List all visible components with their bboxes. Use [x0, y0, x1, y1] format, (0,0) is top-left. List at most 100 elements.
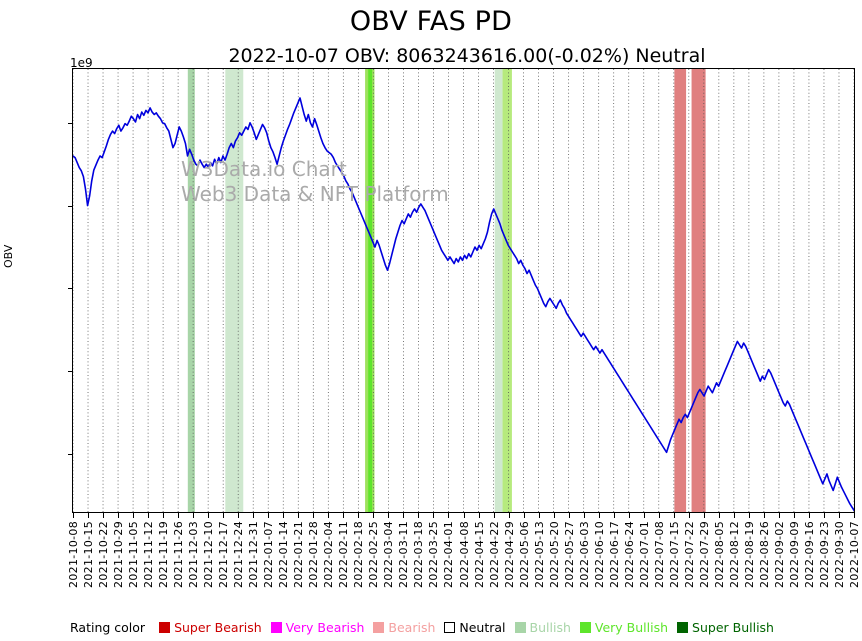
x-tick-mark — [643, 513, 645, 518]
x-tick-mark — [733, 513, 735, 518]
legend-swatch-icon — [677, 621, 689, 633]
obv-line-series — [73, 97, 854, 512]
x-tick-mark — [283, 513, 285, 518]
x-tick-mark — [793, 513, 795, 518]
x-tick-label: 2022-03-25 — [427, 521, 441, 588]
x-tick-label: 2022-09-23 — [817, 521, 831, 588]
x-tick-label: 2022-02-04 — [322, 521, 336, 588]
x-tick-mark — [583, 513, 585, 518]
x-tick-mark — [103, 513, 105, 518]
grid-lines — [73, 69, 854, 512]
x-tick-label: 2022-05-13 — [532, 521, 546, 588]
x-tick-mark — [553, 513, 555, 518]
x-tick-label: 2021-10-22 — [97, 521, 111, 588]
legend-item-bearish[interactable]: Bearish — [373, 620, 435, 635]
x-tick-label: 2022-07-01 — [637, 521, 651, 588]
x-tick-mark — [688, 513, 690, 518]
x-tick-label: 2022-03-11 — [397, 521, 411, 588]
x-tick-label: 2022-06-03 — [577, 521, 591, 588]
x-tick-mark — [718, 513, 720, 518]
x-tick-mark — [148, 513, 150, 518]
x-tick-mark — [748, 513, 750, 518]
x-tick-mark — [313, 513, 315, 518]
x-tick-label: 2021-11-26 — [172, 521, 186, 588]
x-tick-mark — [343, 513, 345, 518]
x-tick-mark — [433, 513, 435, 518]
x-tick-mark — [523, 513, 525, 518]
x-tick-mark — [358, 513, 360, 518]
x-tick-mark — [208, 513, 210, 518]
x-tick-mark — [133, 513, 135, 518]
legend-swatch-icon — [444, 621, 456, 633]
x-tick-label: 2022-02-11 — [337, 521, 351, 588]
x-tick-label: 2022-04-15 — [472, 521, 486, 588]
x-tick-mark — [463, 513, 465, 518]
x-tick-mark — [808, 513, 810, 518]
x-tick-label: 2022-08-26 — [757, 521, 771, 588]
plot-area: W3Data.io Chart Web3 Data & NFT Platform — [72, 68, 855, 513]
legend-item-label: Super Bearish — [174, 619, 262, 635]
x-tick-label: 2022-09-16 — [802, 521, 816, 588]
x-tick-label: 2021-12-24 — [232, 521, 246, 588]
x-tick-label: 2022-04-22 — [487, 521, 501, 588]
legend-item-label: Neutral — [459, 619, 506, 635]
legend-swatch-icon — [579, 621, 591, 633]
rating-band-very-bullish — [502, 69, 512, 512]
x-tick-label: 2022-03-18 — [412, 521, 426, 588]
x-tick-label: 2022-05-20 — [547, 521, 561, 588]
x-tick-mark — [268, 513, 270, 518]
plot-svg — [73, 69, 854, 512]
x-tick-label: 2022-08-12 — [727, 521, 741, 588]
x-tick-label: 2021-10-08 — [67, 521, 80, 588]
x-tick-mark — [178, 513, 180, 518]
legend-swatch-icon — [514, 621, 526, 633]
x-tick-label: 2021-12-31 — [247, 521, 261, 588]
y-tick-mark — [68, 288, 73, 290]
x-tick-label: 2022-07-29 — [697, 521, 711, 588]
rating-band-very-bullish — [368, 69, 373, 512]
y-tick-mark — [68, 122, 73, 124]
rating-bands — [187, 69, 706, 512]
y-axis-label: OBV — [2, 244, 15, 268]
x-tick-label: 2022-06-10 — [592, 521, 606, 588]
x-tick-label: 2022-06-24 — [622, 521, 636, 588]
x-tick-label: 2022-09-09 — [787, 521, 801, 588]
x-tick-mark — [763, 513, 765, 518]
x-tick-label: 2022-01-14 — [277, 521, 291, 588]
x-tick-mark — [298, 513, 300, 518]
legend-item-very-bullish[interactable]: Very Bullish — [579, 620, 668, 635]
x-tick-label: 2022-07-15 — [667, 521, 681, 588]
x-tick-mark — [598, 513, 600, 518]
legend-item-super-bearish[interactable]: Super Bearish — [159, 620, 262, 635]
rating-band-bullish — [187, 69, 195, 512]
x-tick-label: 2022-03-04 — [382, 521, 396, 588]
x-tick-label: 2022-08-19 — [742, 521, 756, 588]
x-tick-mark — [223, 513, 225, 518]
x-tick-label: 2021-12-03 — [187, 521, 201, 588]
legend-item-label: Super Bullish — [692, 619, 774, 635]
x-tick-label: 2022-04-01 — [442, 521, 456, 588]
x-tick-label: 2022-01-07 — [262, 521, 276, 588]
x-tick-mark — [508, 513, 510, 518]
x-tick-mark — [673, 513, 675, 518]
x-tick-mark — [253, 513, 255, 518]
legend-item-bullish[interactable]: Bullish — [514, 620, 571, 635]
legend-item-super-bullish[interactable]: Super Bullish — [677, 620, 774, 635]
x-tick-mark — [658, 513, 660, 518]
x-tick-label: 2022-04-29 — [502, 521, 516, 588]
legend-item-very-bearish[interactable]: Very Bearish — [270, 620, 364, 635]
x-tick-mark — [73, 513, 74, 518]
x-tick-mark — [538, 513, 540, 518]
rating-band-bearish — [674, 69, 687, 512]
x-tick-label: 2022-07-22 — [682, 521, 696, 588]
x-tick-mark — [478, 513, 480, 518]
x-tick-mark — [163, 513, 165, 518]
x-tick-mark — [373, 513, 375, 518]
x-tick-label: 2022-02-18 — [352, 521, 366, 588]
rating-color-legend: Rating color Super Bearish Very Bearish Be… — [70, 617, 830, 637]
x-tick-label: 2022-09-02 — [772, 521, 786, 588]
x-tick-mark — [493, 513, 495, 518]
x-tick-label: 2022-09-30 — [832, 521, 846, 588]
legend-item-neutral[interactable]: Neutral — [444, 619, 506, 635]
